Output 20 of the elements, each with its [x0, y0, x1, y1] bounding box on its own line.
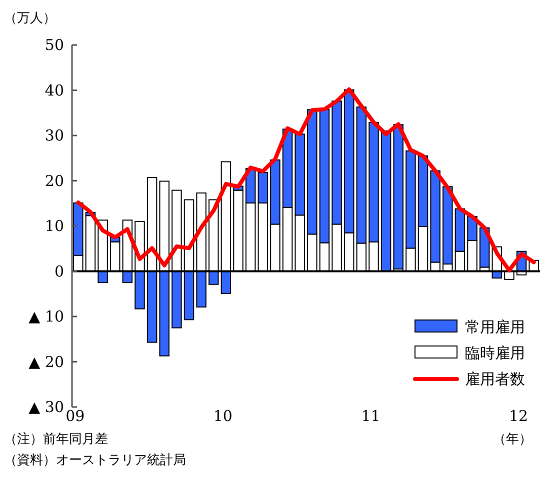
y-tick-label: 20	[44, 172, 64, 190]
x-tick-label: 11	[361, 407, 380, 425]
y-tick-label: ▲ 20	[28, 352, 64, 371]
x-tick-label: 12	[508, 407, 528, 425]
y-tick-label: 30	[44, 126, 64, 144]
y-tick-label: 0	[54, 262, 64, 280]
legend-label: 臨時雇用	[465, 344, 525, 362]
y-tick-label: 10	[44, 217, 64, 235]
text: （注）前年同月差	[4, 432, 108, 447]
x-tick-label: 10	[213, 407, 232, 425]
y-tick-label: 40	[44, 81, 64, 100]
text: （資料）オーストラリア統計局	[4, 453, 186, 468]
x-tick-label: 09	[66, 407, 85, 425]
y-tick-label: ▲ 30	[28, 398, 64, 416]
legend-label: 雇用者数	[465, 370, 525, 388]
legend-label: 常用雇用	[465, 318, 525, 336]
y-tick-label: ▲ 10	[28, 308, 64, 326]
y-tick-label: 50	[44, 36, 64, 54]
y-axis-title: （万人）	[4, 11, 56, 26]
x-axis-title: （年）	[493, 432, 532, 447]
